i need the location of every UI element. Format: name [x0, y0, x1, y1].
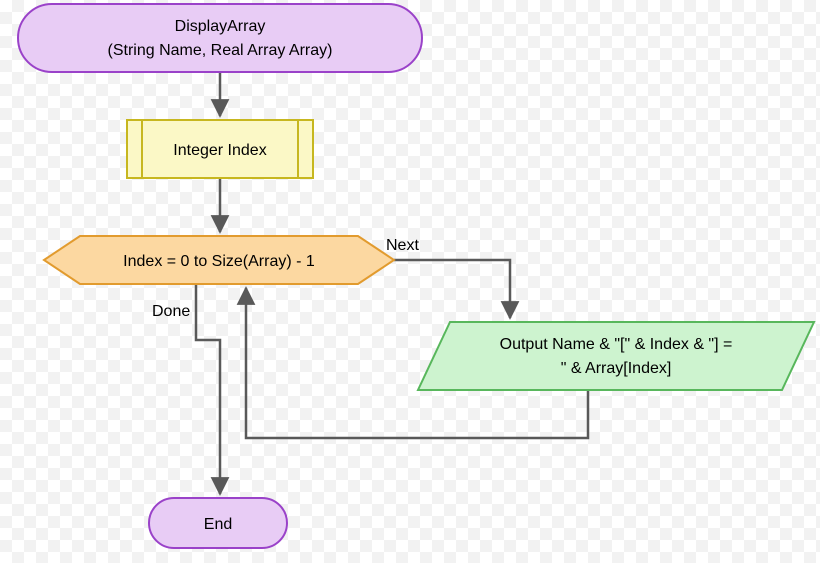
node-decl: Integer Index — [127, 120, 313, 178]
output-label-line1: Output Name & "[" & Index & "] = — [500, 336, 733, 353]
output-label-line2: " & Array[Index] — [561, 360, 672, 377]
start-label-line2: (String Name, Real Array Array) — [108, 42, 333, 59]
node-output: Output Name & "[" & Index & "] = " & Arr… — [418, 322, 814, 390]
edge-loop-next — [394, 260, 510, 318]
node-start: DisplayArray (String Name, Real Array Ar… — [18, 4, 422, 72]
loop-label: Index = 0 to Size(Array) - 1 — [123, 253, 315, 270]
flowchart-svg: DisplayArray (String Name, Real Array Ar… — [0, 0, 820, 563]
node-end: End — [149, 498, 287, 548]
end-label: End — [204, 516, 232, 533]
node-loop: Index = 0 to Size(Array) - 1 — [44, 236, 394, 284]
start-label-line1: DisplayArray — [175, 18, 266, 35]
edge-label-done: Done — [152, 303, 190, 320]
edge-loop-done — [196, 284, 220, 494]
edge-label-next: Next — [386, 237, 419, 254]
decl-label: Integer Index — [173, 142, 266, 159]
